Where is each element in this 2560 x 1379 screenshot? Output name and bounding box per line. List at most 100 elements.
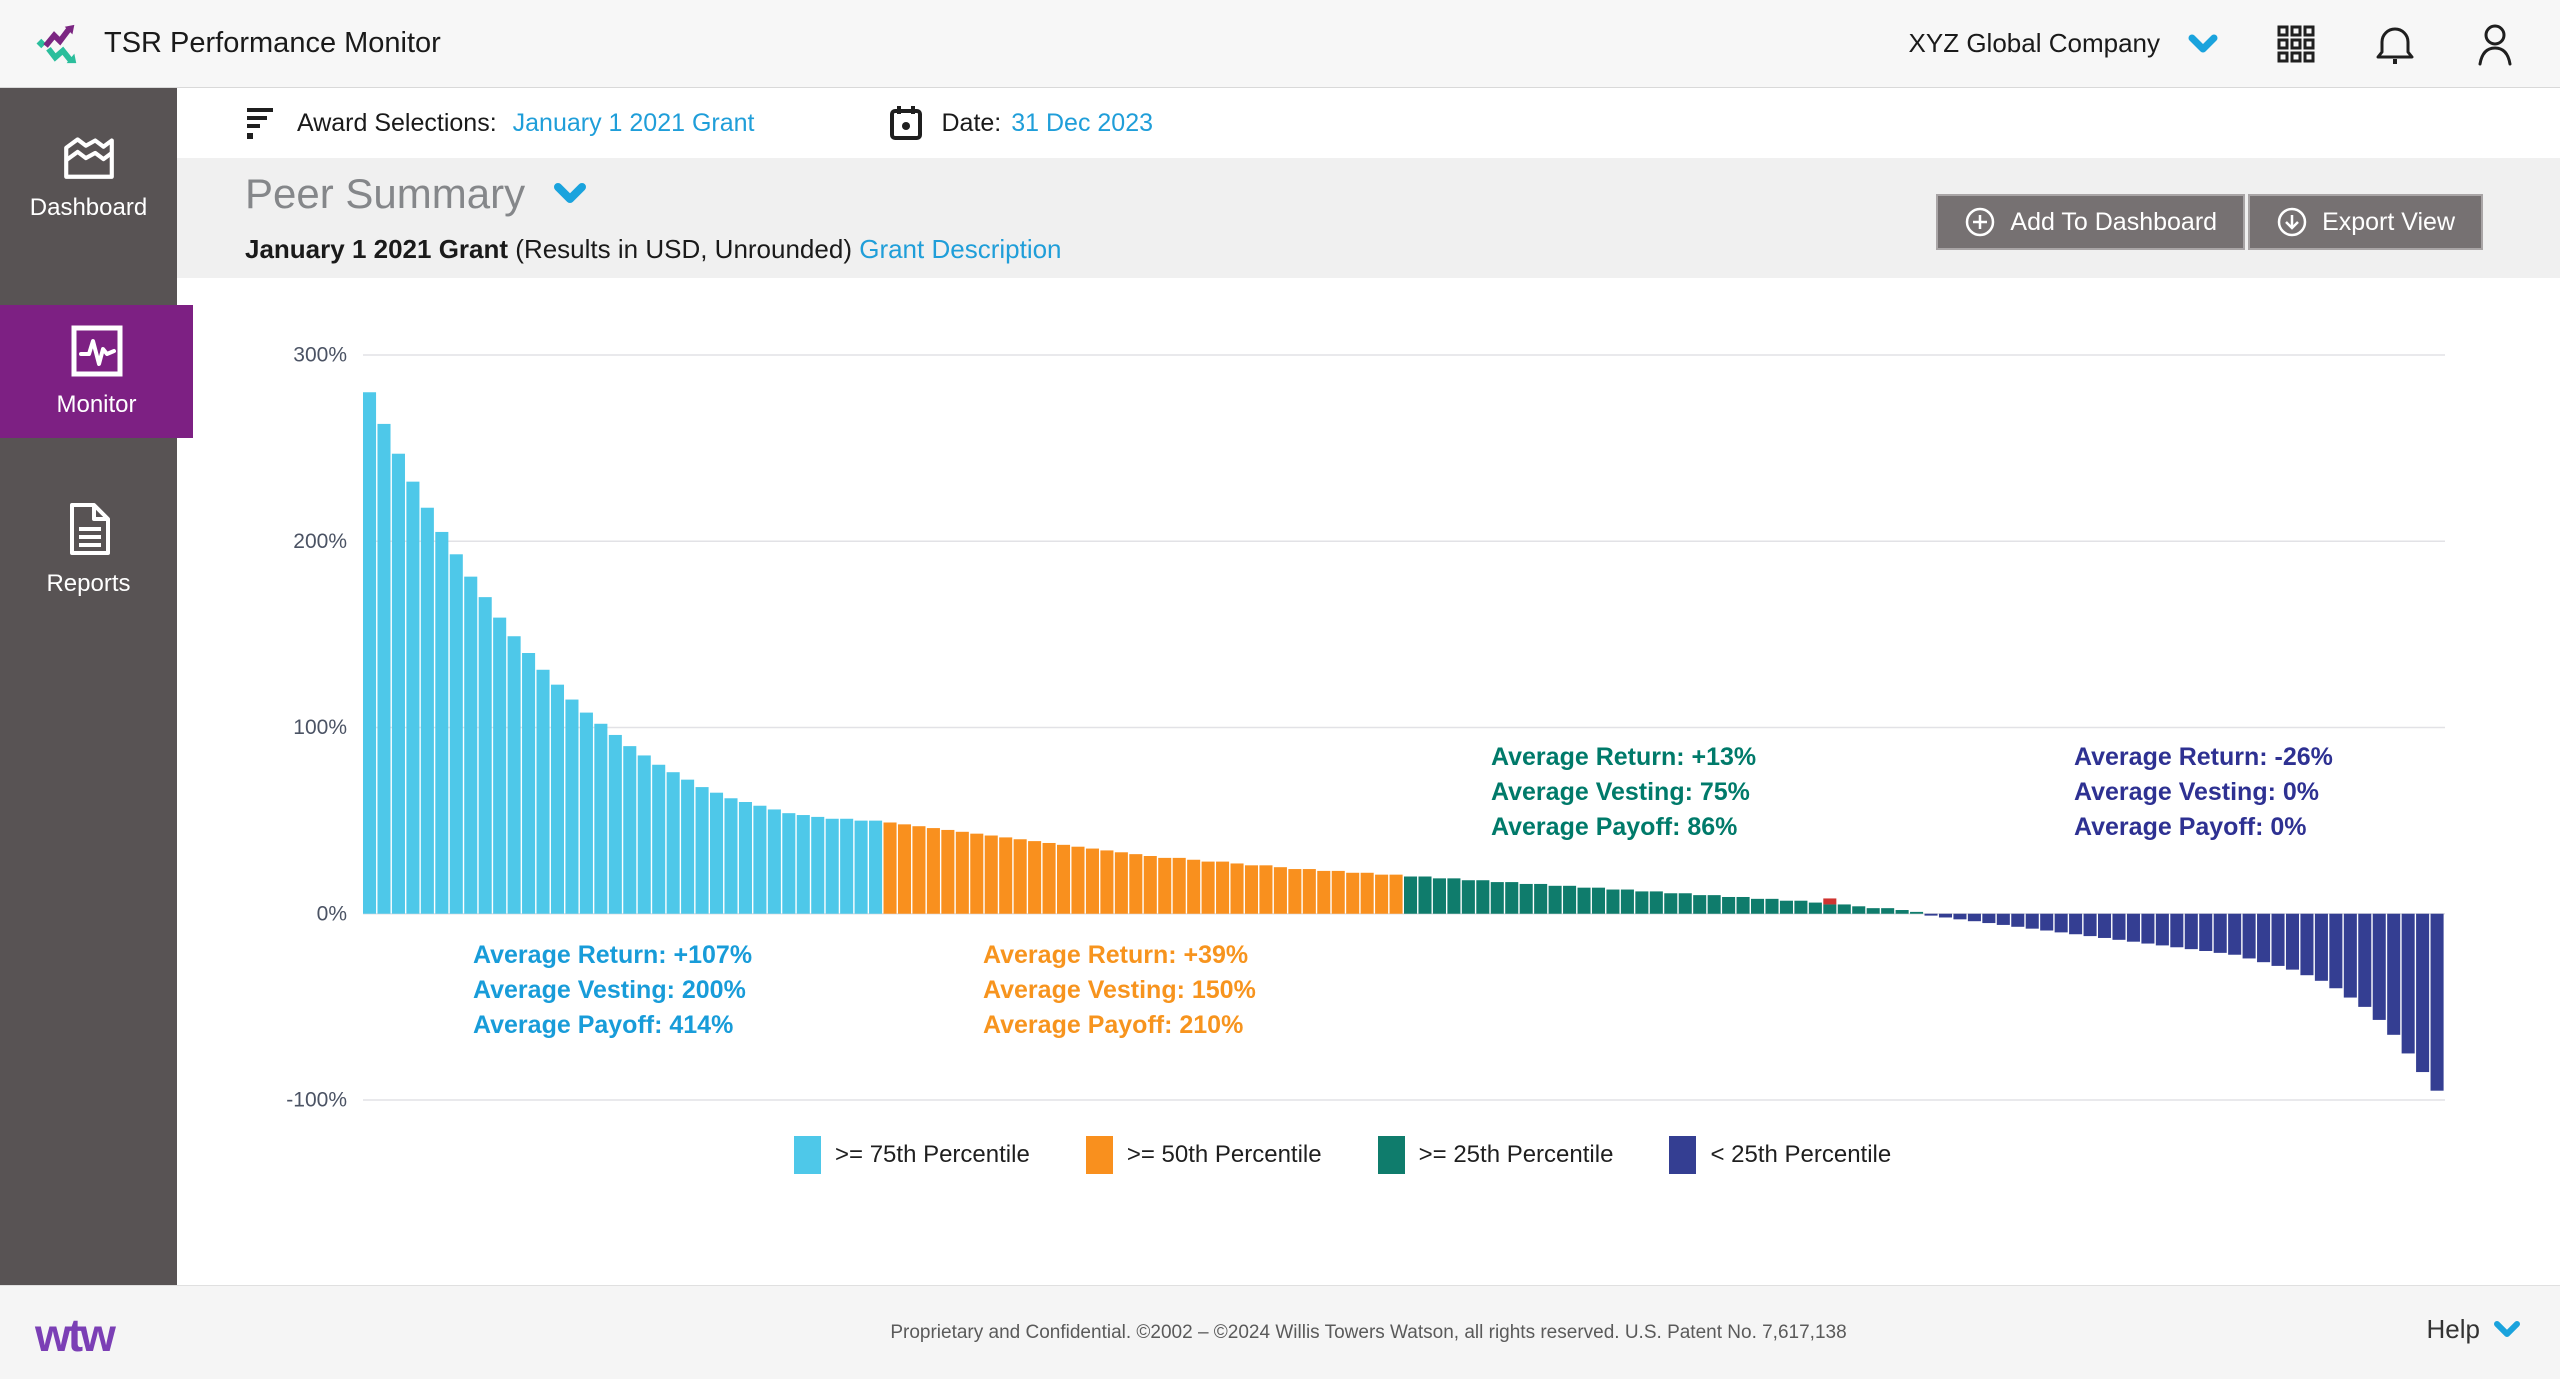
date-value[interactable]: 31 Dec 2023 — [1011, 108, 1154, 137]
peer-bar — [970, 833, 984, 914]
peer-bar — [1967, 913, 1981, 922]
peer-bar — [2358, 913, 2372, 1007]
peer-bar — [1042, 842, 1056, 914]
peer-bar — [2329, 913, 2343, 989]
peer-bar — [406, 481, 420, 914]
y-axis-tick-label: -100% — [286, 1089, 347, 1112]
peer-bar — [1143, 856, 1157, 914]
annotation-third-quartile: Average Return: +13% Average Vesting: 75%… — [1491, 740, 1756, 845]
peer-bar — [1693, 895, 1707, 914]
help-link[interactable]: Help — [2426, 1314, 2480, 1344]
peer-bar — [1100, 850, 1114, 914]
document-icon — [69, 503, 110, 555]
peer-bar — [1722, 896, 1736, 914]
peer-bar — [2083, 913, 2097, 937]
peer-bar — [1346, 872, 1360, 914]
date-label: Date: — [941, 108, 1002, 137]
peer-bar — [2141, 913, 2155, 944]
peer-bar — [1158, 857, 1172, 914]
peer-bar — [435, 531, 449, 914]
company-selector[interactable]: XYZ Global Company — [1908, 28, 2160, 58]
sidebar-item-dashboard[interactable]: Dashboard — [0, 90, 177, 260]
sidebar-item-reports[interactable]: Reports — [0, 483, 177, 616]
peer-bar — [1953, 913, 1967, 920]
peer-bar — [1389, 874, 1403, 914]
peer-bar — [1606, 889, 1620, 914]
wtw-logo: wtw — [35, 1309, 116, 1361]
annotation-line: Average Vesting: 200% — [473, 976, 746, 1004]
peer-bar — [1288, 869, 1302, 914]
legend-swatch — [794, 1136, 821, 1174]
peer-bar — [579, 712, 593, 914]
annotation-second-quartile: Average Return: +39% Average Vesting: 150… — [983, 938, 1256, 1043]
peer-bar — [2054, 913, 2068, 933]
peer-bar — [2112, 913, 2126, 940]
peer-bar — [1852, 906, 1866, 914]
peer-bar — [1447, 878, 1461, 914]
title-chevron-down-icon[interactable] — [553, 183, 587, 205]
legend-label: >= 75th Percentile — [835, 1141, 1030, 1168]
peer-bar — [825, 818, 839, 914]
bar-series — [363, 392, 2444, 1091]
peer-bar — [1259, 865, 1273, 914]
peer-bar — [1707, 895, 1721, 914]
help-chevron-down-icon[interactable] — [2494, 1320, 2520, 1339]
legend-item[interactable]: >= 50th Percentile — [1085, 1136, 1322, 1174]
peer-bar — [1563, 885, 1577, 914]
peer-bar — [1114, 852, 1128, 914]
peer-bar — [811, 816, 825, 914]
peer-bar — [1404, 876, 1418, 914]
peer-bar — [1476, 880, 1490, 914]
company-chevron-down-icon[interactable] — [2188, 34, 2218, 54]
copyright-text: Proprietary and Confidential. ©2002 – ©2… — [890, 1322, 1847, 1343]
sidebar-item-monitor[interactable]: Monitor — [0, 305, 193, 438]
peer-bar — [955, 831, 969, 914]
peer-bar — [1678, 893, 1692, 914]
export-view-button[interactable]: Export View — [2248, 194, 2483, 250]
notifications-bell-icon[interactable] — [2374, 22, 2416, 66]
peer-bar — [594, 723, 608, 914]
peer-bar — [883, 822, 897, 914]
peer-bar — [2285, 913, 2300, 970]
annotation-line: Average Return: +13% — [1491, 743, 1757, 771]
grant-description-link[interactable]: Grant Description — [859, 234, 1062, 264]
peer-bar — [391, 453, 405, 914]
annotation-line: Average Return: +107% — [473, 941, 753, 969]
peer-bar — [738, 802, 752, 914]
annotation-line: Average Payoff: 0% — [2074, 813, 2307, 841]
add-to-dashboard-button[interactable]: Add To Dashboard — [1936, 194, 2246, 250]
y-axis-tick-label: 100% — [293, 716, 347, 739]
peer-bar — [1057, 844, 1071, 914]
peer-bar — [522, 653, 536, 914]
tsr-logo-icon — [36, 24, 77, 63]
peer-bar — [1360, 872, 1374, 914]
peer-bar — [1924, 913, 1938, 916]
peer-bar — [1765, 898, 1779, 914]
peer-bar — [941, 829, 955, 914]
peer-bar — [2126, 913, 2140, 942]
peer-bar — [897, 824, 912, 914]
peer-bar — [666, 772, 680, 914]
peer-bar — [2430, 913, 2444, 1091]
peer-bar — [2387, 913, 2401, 1035]
peer-bar — [1620, 889, 1634, 914]
peer-bar — [565, 699, 579, 914]
apps-grid-icon[interactable] — [2276, 24, 2316, 64]
peer-bar — [1230, 863, 1244, 914]
peer-bar — [796, 815, 810, 914]
award-selections-label: Award Selections: — [297, 108, 497, 137]
award-selections-value[interactable]: January 1 2021 Grant — [512, 108, 755, 137]
peer-bar — [767, 809, 781, 914]
legend-item[interactable]: >= 25th Percentile — [1377, 1136, 1613, 1174]
peer-bar — [1187, 859, 1201, 914]
sidebar-item-label: Dashboard — [29, 193, 148, 221]
peer-bar — [1548, 885, 1562, 914]
peer-bar — [1837, 904, 1851, 914]
legend-item[interactable]: >= 75th Percentile — [794, 1136, 1030, 1174]
peer-bar — [1823, 904, 1837, 914]
peer-bar — [1302, 869, 1316, 914]
peer-bar — [536, 669, 550, 914]
user-profile-icon[interactable] — [2474, 22, 2516, 66]
view-header: Peer Summary January 1 2021 Grant (Resul… — [177, 158, 2560, 278]
legend-item[interactable]: < 25th Percentile — [1669, 1136, 1891, 1174]
